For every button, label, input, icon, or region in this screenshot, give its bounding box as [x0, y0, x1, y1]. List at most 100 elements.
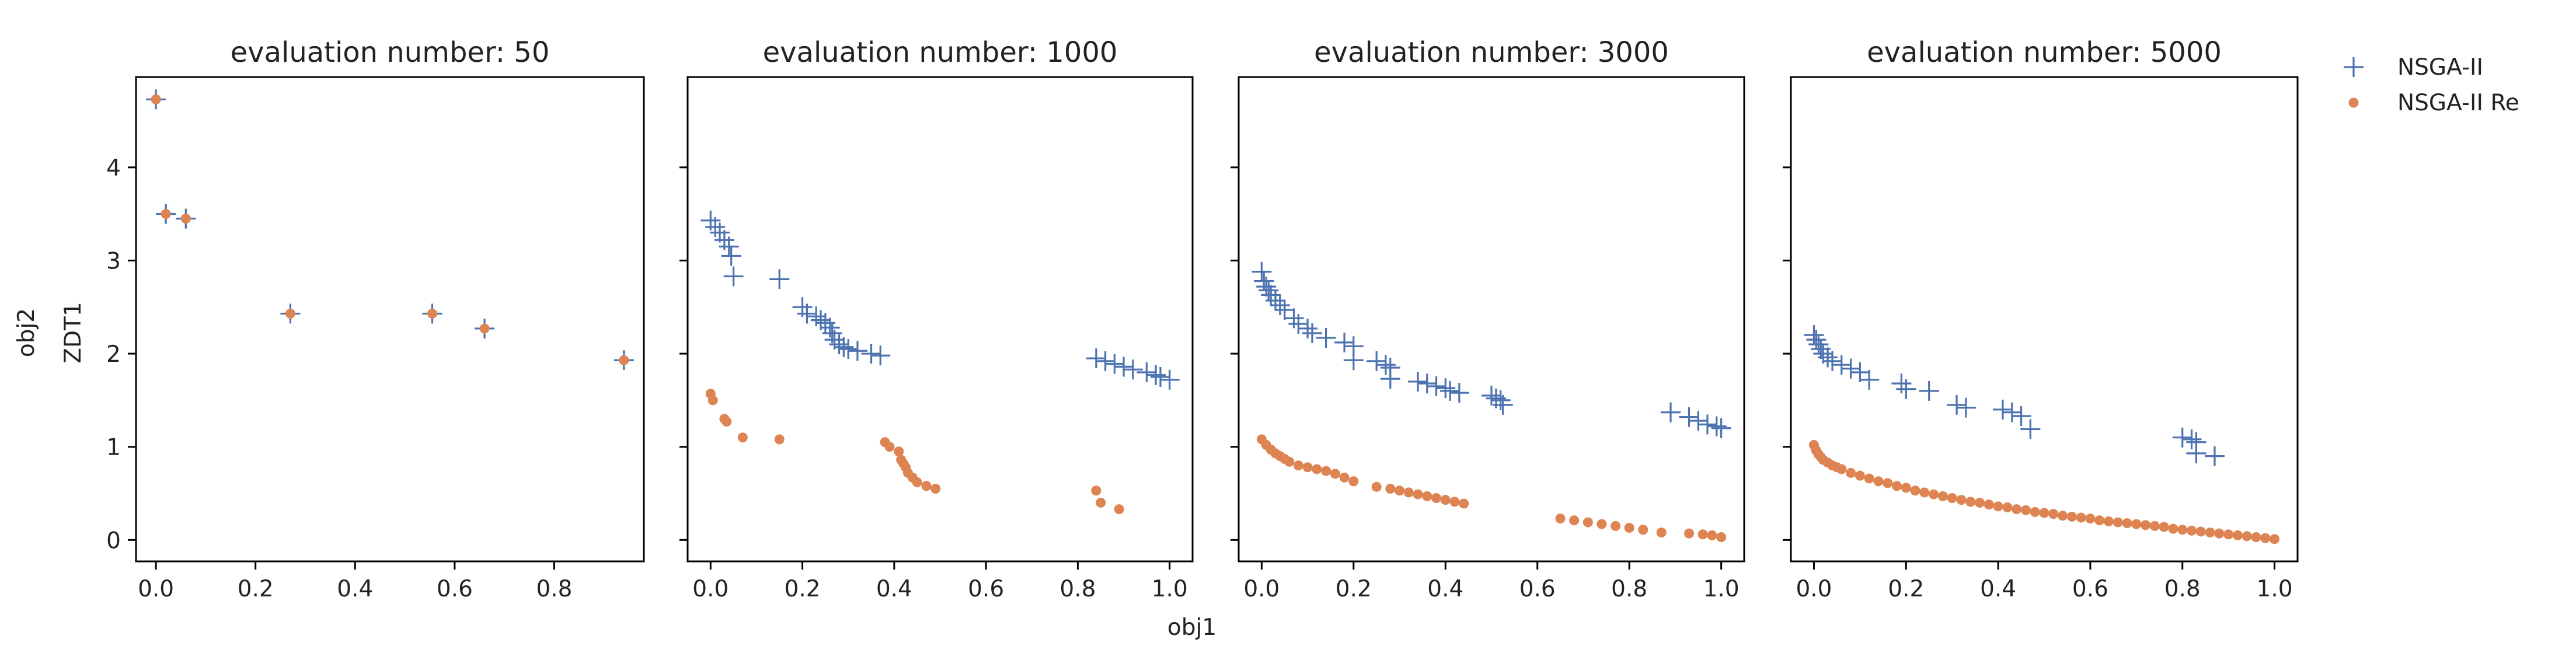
data-point-plus [1806, 330, 1826, 350]
data-point-circle [1582, 517, 1593, 528]
data-point-plus [1146, 365, 1166, 385]
data-point-circle [1883, 478, 1893, 488]
legend-entry-nsga-ii-re: NSGA-II Re [2348, 90, 2519, 116]
data-point-plus [723, 266, 744, 287]
data-point-plus [820, 317, 840, 338]
data-point-circle [1910, 486, 1920, 496]
data-point-circle [2214, 528, 2225, 539]
data-point-plus [838, 339, 859, 359]
legend: NSGA-II NSGA-II Re [2344, 54, 2519, 116]
panel-title: evaluation number: 1000 [763, 36, 1118, 69]
data-point-circle [1395, 486, 1405, 496]
data-point-plus [1408, 371, 1428, 392]
data-point-circle [2187, 525, 2197, 536]
data-point-plus [1947, 394, 1967, 415]
data-point-plus [1417, 373, 1437, 394]
data-point-circle [1385, 484, 1396, 494]
data-point-circle [1371, 481, 1382, 492]
x-tick-label: 0.8 [1059, 576, 1096, 602]
data-point-plus [1288, 313, 1309, 334]
chart-panel-2: evaluation number: 1000 0.0 0.2 0.4 0.6 0.8 1.… [679, 36, 1194, 602]
y-tick-label: 4 [106, 155, 121, 181]
series-nsga-ii [700, 210, 1180, 390]
x-tick-label: 0.6 [968, 576, 1004, 602]
data-point-circle [1302, 462, 1313, 473]
data-point-circle [619, 355, 629, 365]
data-point-circle [1901, 483, 1911, 493]
data-point-circle [2030, 507, 2040, 517]
data-point-plus [1822, 351, 1843, 371]
data-point-circle [1929, 489, 1939, 500]
data-point-plus [1316, 327, 1336, 348]
data-point-plus [2172, 427, 2192, 448]
data-point-circle [1956, 495, 1967, 505]
data-point-circle [2149, 521, 2160, 531]
data-point-plus [2002, 402, 2022, 422]
data-point-circle [2066, 511, 2077, 522]
data-point-circle [2260, 533, 2271, 543]
data-point-plus [2204, 446, 2225, 466]
data-point-circle [2131, 519, 2142, 529]
data-point-circle [1569, 515, 1580, 526]
x-axis-label: obj1 [1167, 614, 1216, 641]
series-nsga-ii-re [705, 389, 1124, 515]
data-point-circle [921, 481, 932, 491]
x-tick-label: 0.2 [1336, 576, 1372, 602]
x-tick-label: 0.0 [138, 576, 174, 602]
data-point-circle [1638, 525, 1648, 535]
panel-title: evaluation number: 5000 [1867, 36, 2222, 69]
data-point-plus [1284, 308, 1304, 329]
data-point-plus [1919, 380, 1939, 401]
data-point-plus [1270, 295, 1290, 316]
data-point-plus [1711, 418, 1731, 438]
data-point-circle [2270, 534, 2280, 544]
data-point-plus [1375, 355, 1396, 375]
data-point-circle [1656, 528, 1667, 538]
data-point-plus [797, 303, 817, 324]
legend-marker-plus [2344, 57, 2364, 77]
data-point-circle [1873, 476, 1884, 487]
data-point-plus [1086, 348, 1106, 369]
data-point-plus [1380, 369, 1400, 389]
data-point-circle [1459, 498, 1469, 509]
legend-circle-glyph [2348, 97, 2359, 108]
x-tick-label: 0.8 [2164, 576, 2201, 602]
data-point-plus [870, 345, 891, 366]
plot-frame [1238, 76, 1745, 563]
chart-panel-4: evaluation number: 5000 0.0 0.2 0.4 0.6 0.8 1.… [1783, 36, 2299, 602]
data-point-plus [1955, 397, 1976, 418]
y-tick-label: 1 [106, 435, 121, 461]
data-point-circle [2113, 517, 2123, 528]
data-point-plus [1808, 334, 1829, 355]
data-point-plus [829, 334, 849, 355]
y-tick-label: 2 [106, 341, 121, 368]
x-tick-label: 0.4 [337, 576, 373, 602]
series-nsga-ii [1252, 261, 1731, 438]
data-point-plus [1095, 351, 1116, 371]
data-point-circle [2205, 528, 2215, 538]
data-point-circle [737, 432, 748, 443]
data-point-plus [1449, 383, 1469, 403]
data-point-plus [1859, 369, 1880, 390]
data-point-circle [1611, 521, 1621, 531]
data-point-plus [1256, 277, 1277, 297]
data-point-circle [2020, 505, 2031, 515]
data-point-circle [1403, 487, 1414, 498]
x-tick-label: 0.4 [1427, 576, 1463, 602]
data-point-circle [2223, 529, 2234, 540]
data-point-circle [1937, 491, 1948, 501]
legend-entry-nsga-ii: NSGA-II [2344, 54, 2483, 81]
data-point-circle [2251, 532, 2261, 542]
chart-panels: evaluation number: 50 0.0 0.2 0.4 0.6 0.8 0 1 2 3… [106, 36, 2299, 602]
y-tick-label: 0 [106, 528, 121, 554]
panel-title: evaluation number: 3000 [1314, 36, 1669, 69]
data-point-circle [930, 484, 941, 494]
data-point-plus [1114, 357, 1134, 377]
data-point-circle [2048, 509, 2059, 519]
data-point-plus [1254, 271, 1274, 291]
series-nsga-ii-re [1808, 439, 2280, 544]
x-tick-label: 1.0 [1703, 576, 1740, 602]
data-point-circle [1697, 529, 1708, 540]
data-point-plus [1490, 390, 1511, 410]
data-point-circle [2232, 530, 2243, 540]
